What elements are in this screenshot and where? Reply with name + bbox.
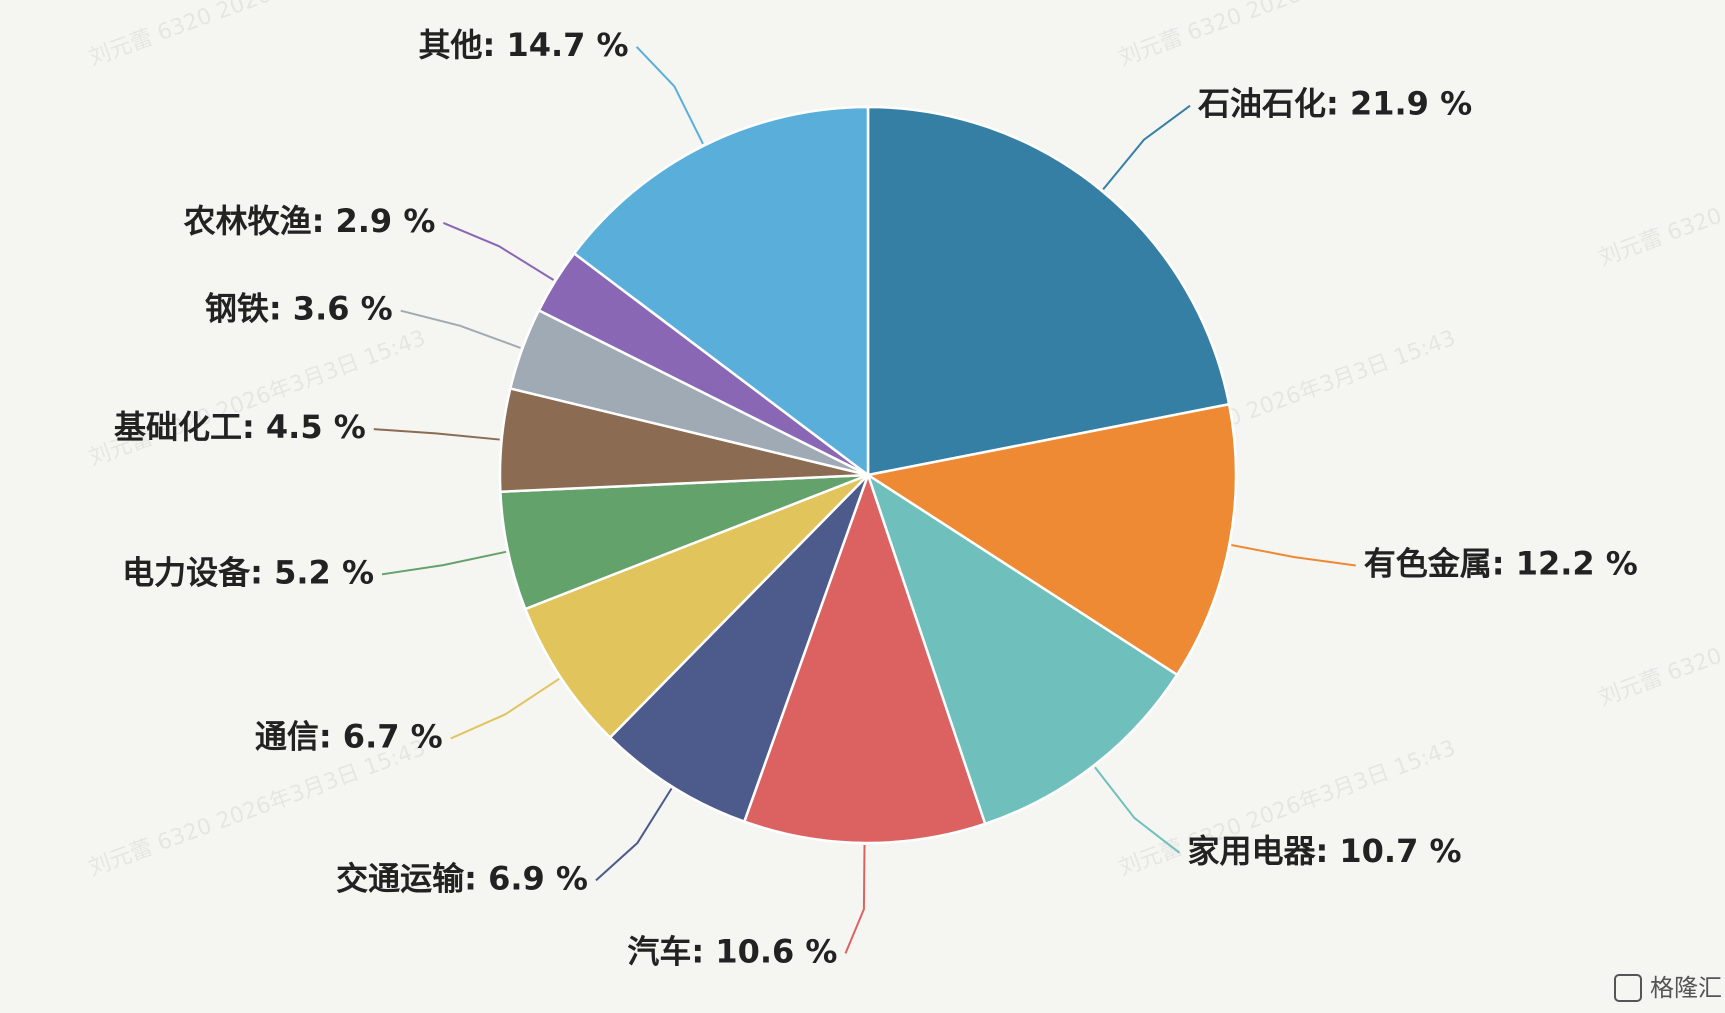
pie-slice [866,105,1231,477]
leader-line [373,428,500,441]
labels: 石油石化: 21.9 % 有色金属: 12.2 % 家用电器: 10.7 % 汽车: … [114,26,1638,971]
leader-line [1102,104,1191,190]
pie-slice [742,471,987,845]
leader-line [844,844,866,954]
slice-label: 汽车: 10.6 % [627,932,837,970]
logo-icon [1614,974,1642,1002]
leader-line [595,787,673,882]
slice-label: 电力设备: 5.2 % [122,553,374,591]
slice-label: 钢铁: 3.6 % [205,290,393,328]
pie-slice [608,474,870,824]
slice-label: 农林牧渔: 2.9 % [184,202,436,240]
leader-line [1231,543,1356,567]
leader-line [443,221,555,281]
leader-line [635,46,704,145]
pie-slice [865,472,1179,826]
pie-slice [523,473,869,740]
slice-label: 家用电器: 10.7 % [1187,832,1461,870]
logo: 格隆汇 [1650,974,1722,1002]
pie [498,105,1238,845]
pie-slice [572,105,870,478]
leader-line [450,677,560,740]
leader-line [381,550,507,576]
slice-label: 有色金属: 12.2 % [1364,544,1638,582]
pie-slice [864,402,1238,677]
slice-label: 基础化工: 4.5 % [114,408,366,446]
slice-label: 其他: 14.7 % [419,26,629,64]
leader-line [400,309,521,349]
slice-label: 石油石化: 21.9 % [1197,85,1472,123]
leader-line [1094,766,1181,854]
slice-label: 通信: 6.7 % [255,718,443,756]
slice-label: 交通运输: 6.9 % [336,859,588,897]
